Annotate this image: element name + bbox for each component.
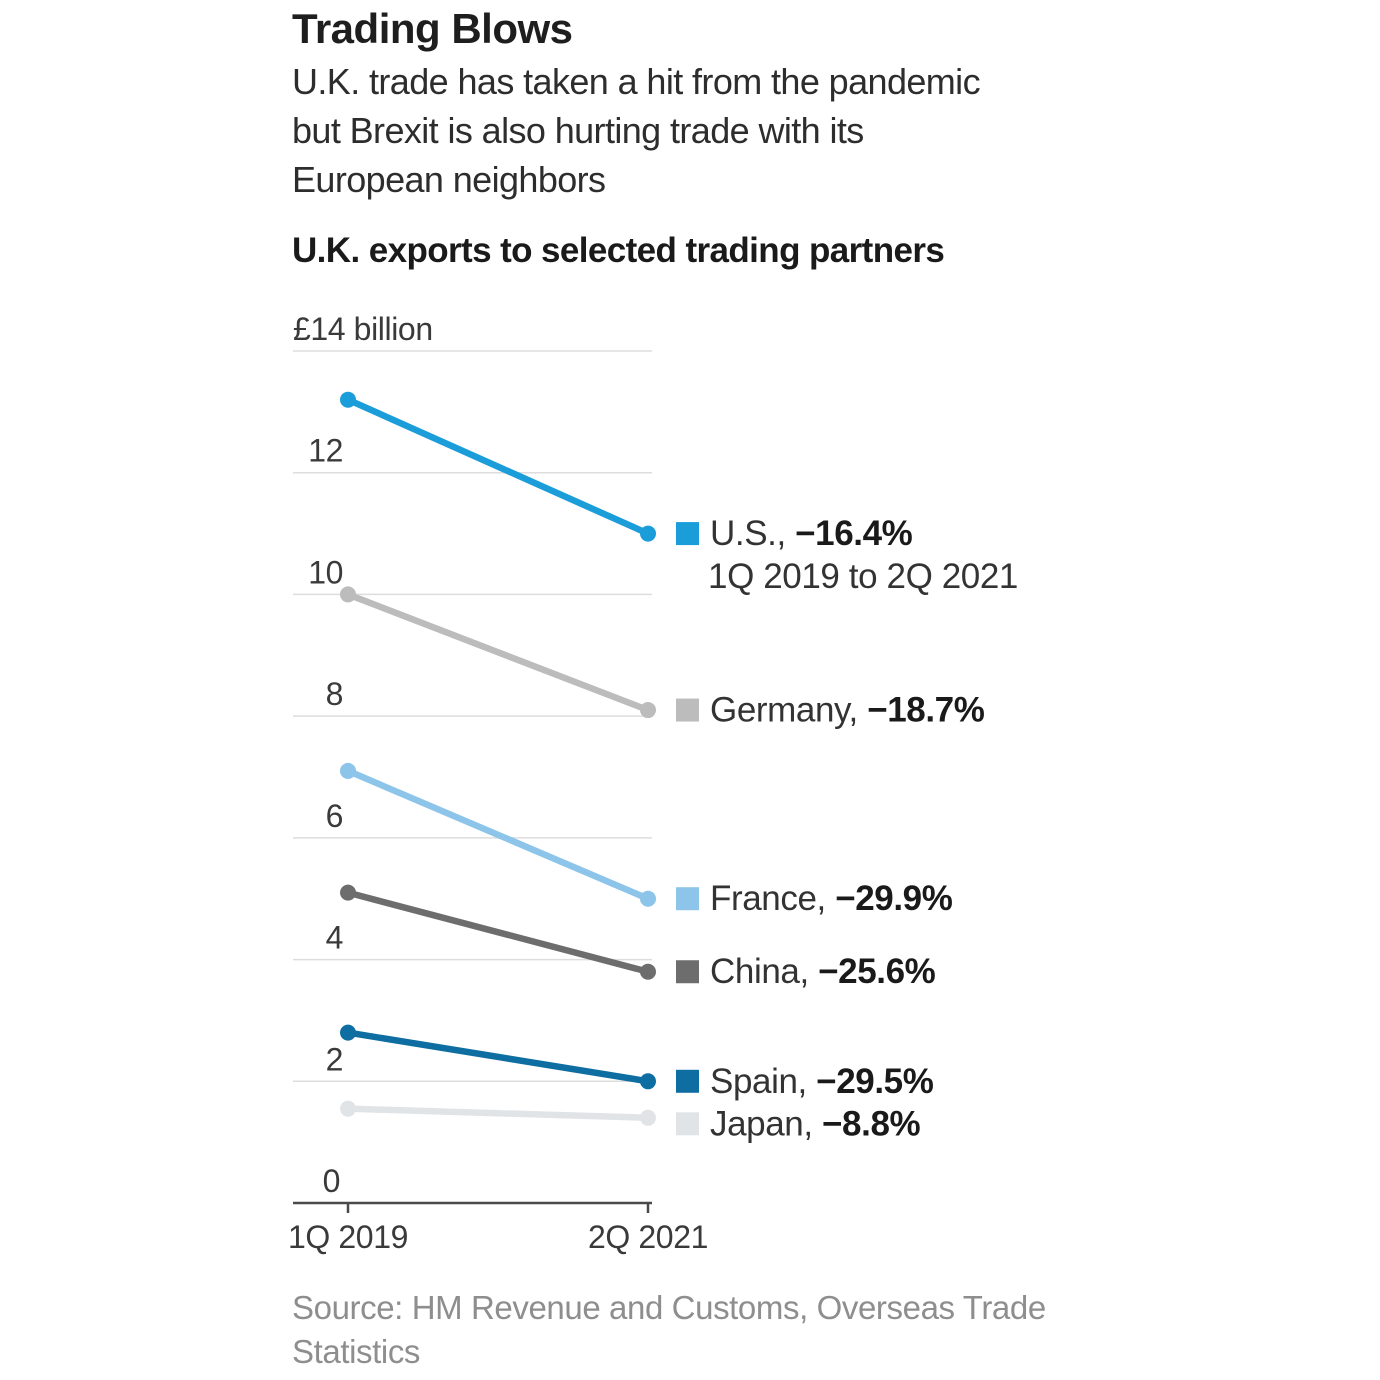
series-point-end-japan: [640, 1109, 656, 1126]
y-tick-label: 0: [323, 1163, 340, 1199]
legend-swatch-japan: [676, 1112, 699, 1136]
y-tick-label: 2: [326, 1041, 343, 1077]
y-tick-label: 4: [326, 920, 343, 956]
series-point-start-japan: [340, 1100, 356, 1117]
subtitle-line: U.K. trade has taken a hit from the pand…: [292, 61, 981, 102]
legend-label-japan: Japan, −8.8%: [710, 1104, 921, 1143]
series-line-germany: [346, 591, 650, 714]
legend-label-germany: Germany, −18.7%: [710, 691, 985, 730]
series-line-spain: [347, 1029, 649, 1085]
legend-swatch-china: [676, 960, 699, 984]
series-line-france: [346, 767, 650, 902]
source-line: Source: HM Revenue and Customs, Overseas…: [292, 1289, 1046, 1326]
series-point-end-u-s: [640, 525, 656, 542]
chart-subtitle: U.K. trade has taken a hit from the pand…: [292, 57, 981, 204]
legend-label-france: France, −29.9%: [710, 879, 953, 918]
legend-swatch-france: [676, 887, 699, 911]
y-tick-label: 10: [308, 554, 343, 590]
series-point-end-germany: [640, 702, 656, 719]
y-tick-label: 12: [308, 433, 343, 469]
x-tick-label-end: 2Q 2021: [588, 1219, 708, 1255]
page-title: Trading Blows: [292, 5, 573, 52]
series-point-end-france: [640, 890, 656, 907]
series-line-u-s: [346, 396, 650, 537]
series-point-start-spain: [340, 1024, 356, 1041]
series-point-start-germany: [340, 586, 356, 603]
legend-swatch-spain: [676, 1069, 699, 1093]
series-line-china: [347, 889, 649, 975]
x-tick-label-start: 1Q 2019: [288, 1219, 408, 1255]
legend-swatch-u-s: [676, 522, 699, 546]
legend-note-u-s: 1Q 2019 to 2Q 2021: [708, 557, 1018, 596]
y-axis-unit-label: £14 billion: [293, 311, 433, 347]
series-line-japan: [347, 1105, 649, 1122]
series-point-start-france: [340, 762, 356, 779]
series-point-start-u-s: [340, 391, 356, 408]
subtitle-line: European neighbors: [292, 159, 606, 200]
series-point-end-china: [640, 963, 656, 980]
chart-heading: U.K. exports to selected trading partner…: [292, 231, 945, 270]
source-line: Statistics: [292, 1333, 421, 1370]
series-point-end-spain: [640, 1073, 656, 1090]
legend-swatch-germany: [676, 698, 699, 722]
source-note: Source: HM Revenue and Customs, Overseas…: [292, 1286, 1046, 1374]
legend-label-spain: Spain, −29.5%: [710, 1062, 934, 1101]
y-tick-label: 8: [326, 676, 343, 712]
legend-label-u-s: U.S., −16.4%: [710, 514, 913, 553]
series-point-start-china: [340, 884, 356, 901]
subtitle-line: but Brexit is also hurting trade with it…: [292, 110, 864, 151]
legend-label-china: China, −25.6%: [710, 952, 936, 991]
y-tick-label: 6: [326, 798, 343, 834]
